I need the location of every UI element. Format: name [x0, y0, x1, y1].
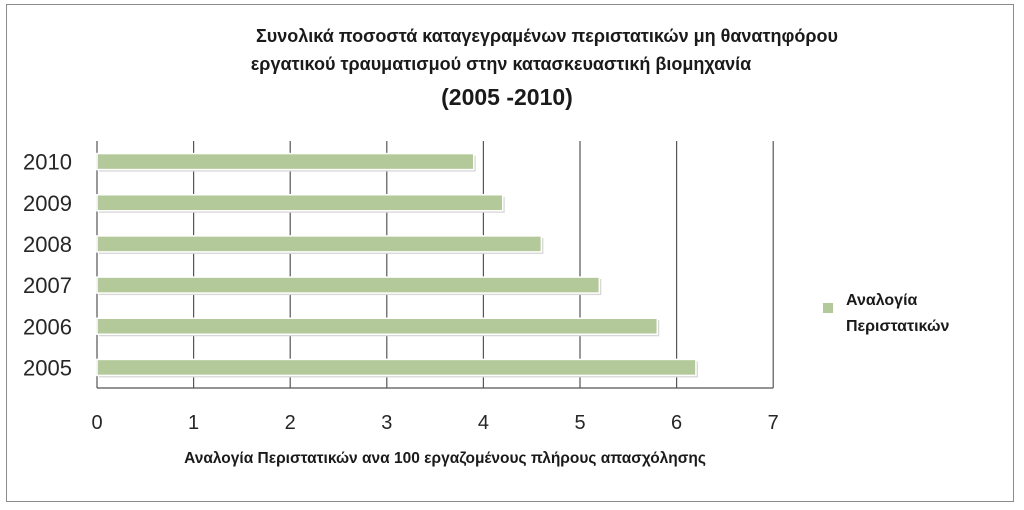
y-tick-label-2005: 2005: [23, 355, 72, 380]
x-axis-label: Αναλογία Περιστατικών ανα 100 εργαζομένο…: [184, 450, 706, 467]
x-tick-label-4: 4: [478, 412, 489, 434]
x-tick-label-7: 7: [768, 412, 779, 434]
y-tick-label-2008: 2008: [23, 232, 72, 257]
legend-label-line-2: Περιστατικών: [846, 318, 949, 335]
bar-2009: [96, 194, 504, 212]
legend-swatch: [823, 303, 833, 313]
y-tick-label-2010: 2010: [23, 150, 72, 175]
chart-title-line-1: Συνολικά ποσοστά καταγεγραμένων περιστατ…: [256, 26, 838, 46]
x-tick-label-5: 5: [574, 412, 585, 434]
chart-title-line-2: εργατικού τραυματισμού στην κατασκευαστι…: [250, 54, 752, 74]
chart-title-line-3: (2005 -2010): [441, 84, 573, 110]
bar-2007: [96, 276, 601, 294]
bar-2005: [96, 358, 697, 377]
bar-2010: [96, 152, 475, 171]
bar-2006: [96, 317, 659, 335]
y-tick-label-2006: 2006: [23, 314, 72, 339]
x-tick-label-6: 6: [671, 412, 682, 434]
x-tick-label-1: 1: [188, 412, 199, 434]
y-tick-label-2009: 2009: [23, 191, 72, 216]
bar-2008: [96, 235, 543, 253]
x-tick-label-3: 3: [381, 412, 392, 434]
x-tick-label-0: 0: [91, 412, 102, 434]
y-tick-label-2007: 2007: [23, 273, 72, 298]
legend-label-line-1: Αναλογία: [846, 292, 918, 309]
x-tick-label-2: 2: [285, 412, 296, 434]
